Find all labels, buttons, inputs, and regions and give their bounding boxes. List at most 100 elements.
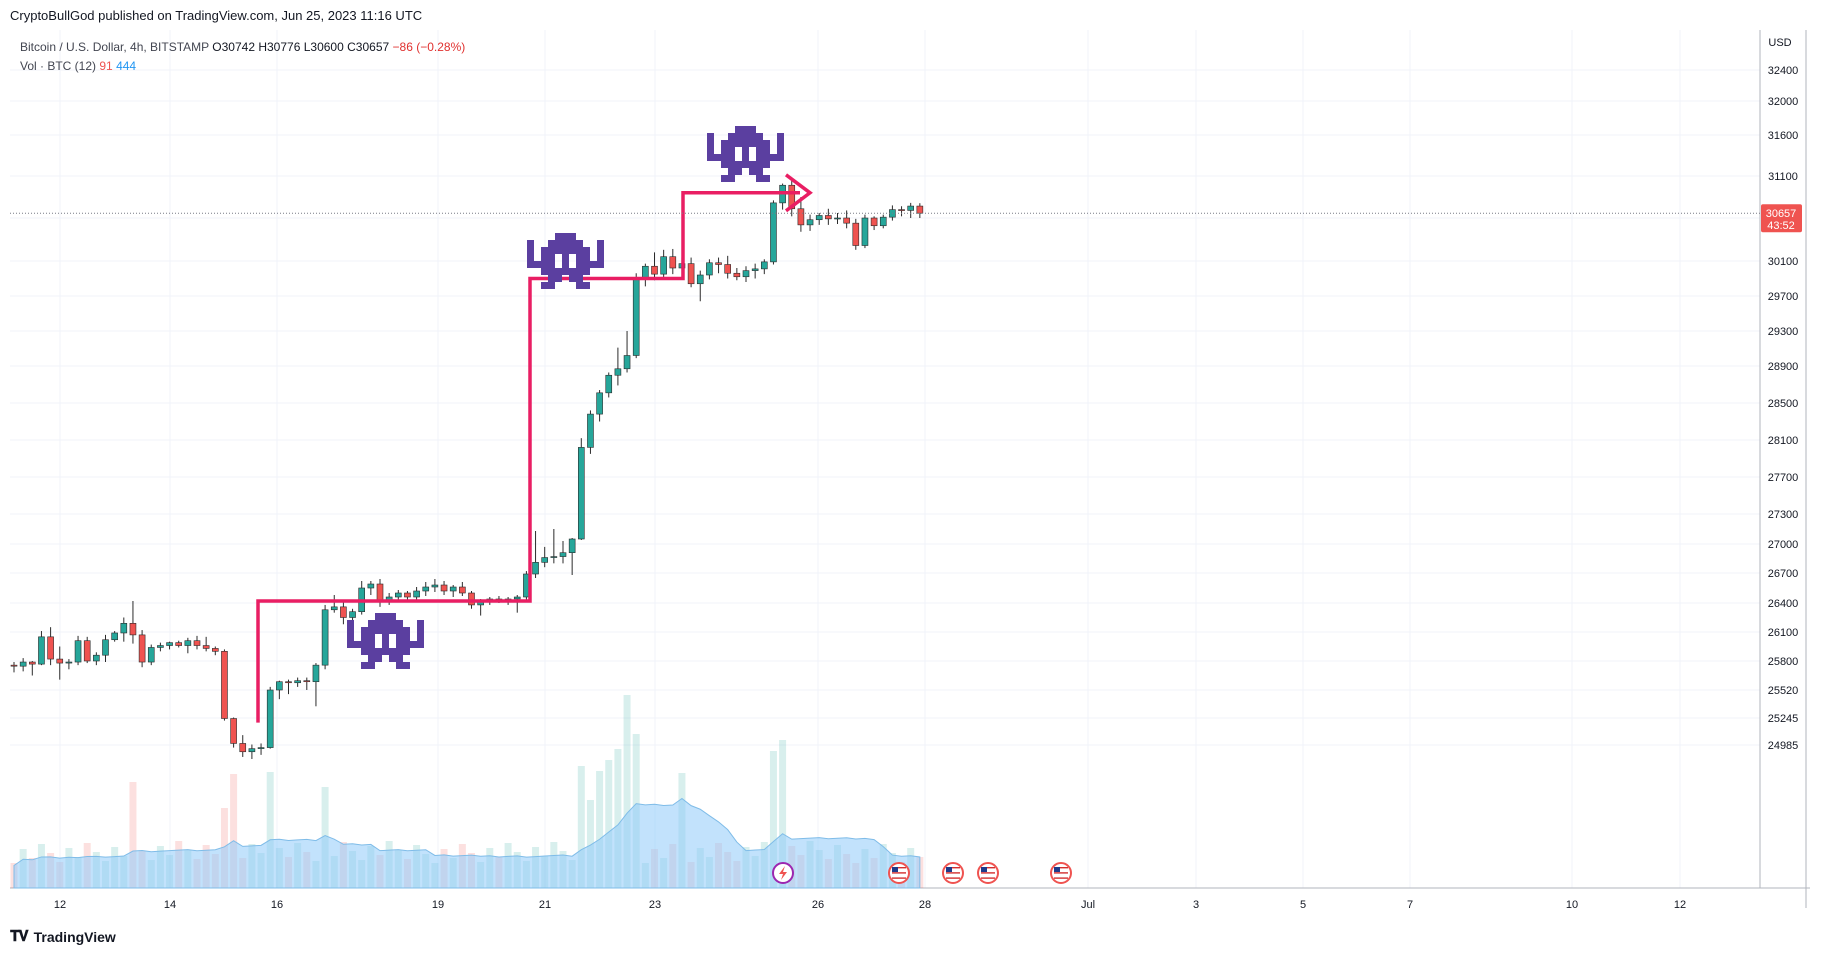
invader-pixel bbox=[527, 240, 534, 247]
invader-pixel bbox=[375, 627, 382, 634]
volume-bar bbox=[605, 760, 613, 888]
invader-pixel bbox=[756, 147, 763, 154]
invader-pixel bbox=[742, 147, 749, 154]
candle-up bbox=[102, 634, 109, 663]
invader-pixel bbox=[361, 662, 368, 669]
price-tick-label: 27700 bbox=[1768, 472, 1799, 484]
candle-body bbox=[468, 592, 475, 606]
price-tick-label: 25520 bbox=[1768, 685, 1799, 697]
candle-down bbox=[852, 218, 860, 250]
candle-up bbox=[449, 585, 457, 597]
candle-body bbox=[605, 374, 613, 394]
candle-up bbox=[623, 331, 631, 373]
invader-pixel bbox=[763, 161, 770, 168]
candle-body bbox=[19, 661, 27, 667]
invader-pixel bbox=[389, 620, 396, 627]
invader-pixel bbox=[361, 627, 368, 634]
invader-pixel bbox=[382, 634, 389, 641]
candle-body bbox=[870, 217, 878, 227]
low-value: L30600 bbox=[303, 40, 344, 54]
candle-up bbox=[513, 595, 521, 613]
time-tick-label: 7 bbox=[1407, 899, 1413, 911]
invader-pixel bbox=[396, 662, 403, 669]
volume-value: 91 bbox=[99, 59, 113, 73]
invader-pixel bbox=[417, 634, 424, 641]
candle-body bbox=[367, 583, 375, 589]
invader-pixel bbox=[576, 275, 583, 282]
symbol-label[interactable]: Bitcoin / U.S. Dollar, 4h, BITSTAMP bbox=[20, 40, 209, 54]
candle-up bbox=[879, 214, 887, 229]
candle-body bbox=[898, 209, 905, 211]
candle-down bbox=[175, 640, 182, 648]
candle-body bbox=[239, 743, 247, 753]
invader-pixel bbox=[756, 154, 763, 161]
invader-pixel bbox=[728, 175, 735, 182]
invader-pixel bbox=[583, 247, 590, 254]
invader-pixel bbox=[583, 282, 590, 289]
candlestick-series bbox=[10, 177, 924, 760]
volume-bar bbox=[266, 772, 274, 888]
candle-body bbox=[559, 552, 567, 557]
candle-body bbox=[340, 606, 347, 618]
flag-canton bbox=[1054, 867, 1060, 872]
volume-bar bbox=[230, 774, 238, 888]
time-axis[interactable]: 12 14 16 19 21 23 26 28 Jul 3 5 7 10 12 bbox=[54, 899, 1686, 911]
candle-body bbox=[257, 747, 265, 749]
invader-pixel bbox=[541, 282, 548, 289]
price-tick-label: 26400 bbox=[1768, 598, 1799, 610]
invader-pixel bbox=[562, 261, 569, 268]
invader-pixel bbox=[742, 126, 749, 133]
invader-pixel bbox=[576, 247, 583, 254]
invader-icon bbox=[347, 613, 424, 669]
invader-pixel bbox=[576, 268, 583, 275]
invader-pixel bbox=[396, 648, 403, 655]
invader-pixel bbox=[548, 282, 555, 289]
invader-pixel bbox=[597, 254, 604, 261]
us-flag-icon bbox=[942, 862, 964, 884]
price-tick-label: 26100 bbox=[1768, 627, 1799, 639]
invader-pixel bbox=[382, 641, 389, 648]
invader-pixel bbox=[583, 261, 590, 268]
lightning-icon bbox=[772, 862, 794, 884]
candle-down bbox=[651, 252, 658, 281]
invader-pixel bbox=[756, 140, 763, 147]
publish-line: CryptoBullGod published on TradingView.c… bbox=[10, 8, 423, 23]
candle-up bbox=[147, 644, 155, 666]
candle-up bbox=[614, 347, 622, 386]
candle-body bbox=[276, 681, 283, 691]
invader-pixel bbox=[417, 641, 424, 648]
invader-pixel bbox=[368, 620, 375, 627]
invader-pixel bbox=[763, 147, 770, 154]
invader-pixel bbox=[382, 620, 389, 627]
candle-up bbox=[266, 686, 274, 749]
candle-body bbox=[852, 222, 860, 246]
price-tick-label: 24985 bbox=[1768, 740, 1799, 752]
candle-up bbox=[276, 680, 283, 700]
invader-pixel bbox=[728, 147, 735, 154]
invader-pixel bbox=[721, 175, 728, 182]
price-tick-label: 31600 bbox=[1768, 130, 1799, 142]
candle-down bbox=[285, 679, 292, 695]
time-tick-label: 5 bbox=[1300, 899, 1306, 911]
flag-canton bbox=[892, 867, 898, 872]
invader-pixel bbox=[721, 154, 728, 161]
invader-pixel bbox=[403, 662, 410, 669]
candle-body bbox=[28, 661, 36, 665]
volume-label[interactable]: Vol · BTC (12) bbox=[20, 59, 97, 73]
candle-down bbox=[28, 661, 36, 676]
invader-pixel bbox=[749, 161, 756, 168]
candle-body bbox=[202, 645, 210, 649]
candle-body bbox=[916, 205, 924, 214]
candle-body bbox=[93, 654, 100, 662]
candle-body bbox=[38, 636, 45, 665]
candle-body bbox=[440, 584, 448, 592]
candle-body bbox=[449, 586, 457, 592]
invader-pixel bbox=[569, 268, 576, 275]
invader-pixel bbox=[735, 126, 742, 133]
candle-up bbox=[65, 659, 73, 670]
invader-pixel bbox=[728, 161, 735, 168]
candle-down bbox=[239, 735, 247, 757]
price-axis[interactable]: USD3240032000316003110030600301002970029… bbox=[1768, 37, 1799, 752]
last-price-value: 30657 bbox=[1766, 208, 1797, 220]
